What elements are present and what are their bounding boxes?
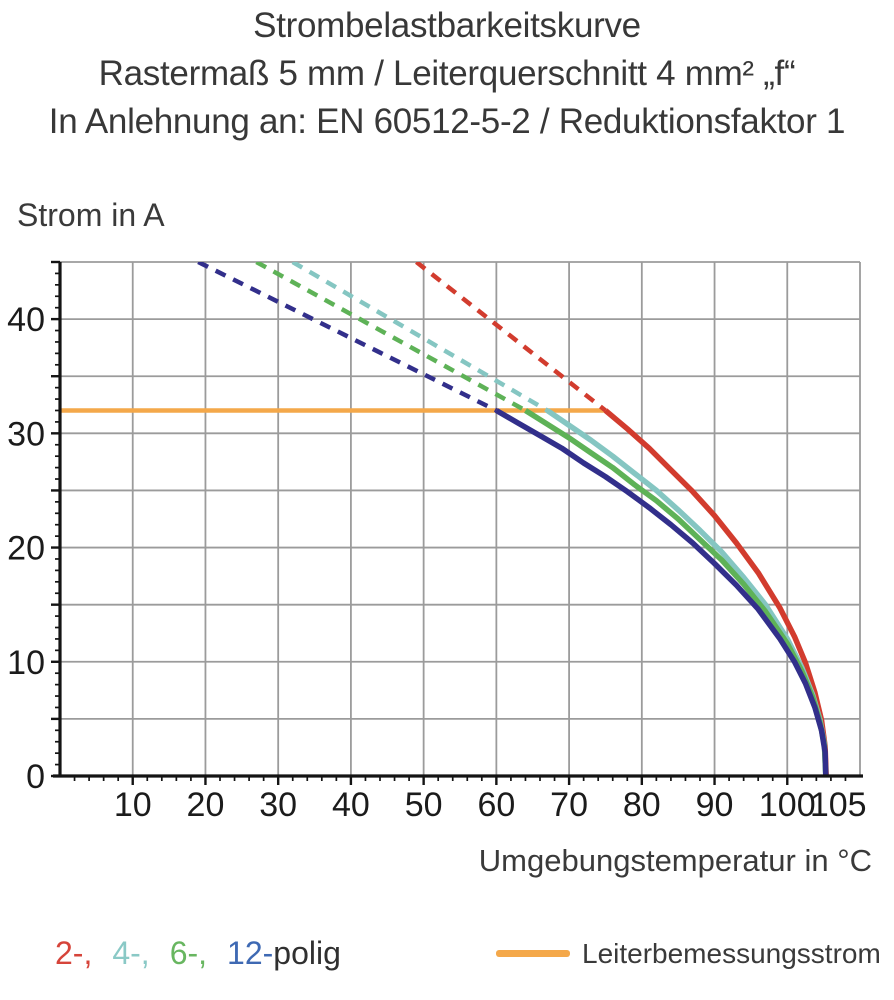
svg-text:50: 50 [405,786,443,824]
legend-4polig: 4-, [112,935,150,971]
rated-current-line-swatch [496,950,570,958]
svg-text:20: 20 [7,530,45,568]
legend-2polig: 2-, [55,935,93,971]
svg-text:40: 40 [332,786,370,824]
svg-text:20: 20 [187,786,225,824]
svg-text:30: 30 [7,415,45,453]
chart-title-line3: In Anlehnung an: EN 60512-5-2 / Reduktio… [48,102,846,141]
poles-legend: 2-, 4-, 6-, 12-polig [55,935,341,972]
svg-text:30: 30 [259,786,297,824]
svg-text:100: 100 [759,786,816,824]
rated-current-legend: Leiterbemessungsstrom [496,938,881,970]
chart-title-line2: Rastermaß 5 mm / Leiterquerschnitt 4 mm²… [98,54,796,93]
svg-text:70: 70 [550,786,588,824]
legend-12polig: 12- [227,935,274,971]
svg-text:10: 10 [114,786,152,824]
svg-text:10: 10 [7,644,45,682]
svg-text:40: 40 [7,301,45,339]
svg-text:60: 60 [477,786,515,824]
svg-text:0: 0 [26,758,45,796]
svg-text:80: 80 [623,786,661,824]
chart-header: Strombelastbarkeitskurve Rastermaß 5 mm … [0,2,894,146]
chart-title-line1: Strombelastbarkeitskurve [253,6,641,45]
svg-text:105: 105 [810,786,867,824]
svg-text:90: 90 [696,786,734,824]
y-axis-title: Strom in A [17,197,165,233]
x-axis-title: Umgebungstemperatur in °C [478,843,872,878]
rated-current-label: Leiterbemessungsstrom [582,938,881,969]
legend-6polig: 6-, [169,935,208,971]
legend-polig-suffix: polig [273,935,341,971]
